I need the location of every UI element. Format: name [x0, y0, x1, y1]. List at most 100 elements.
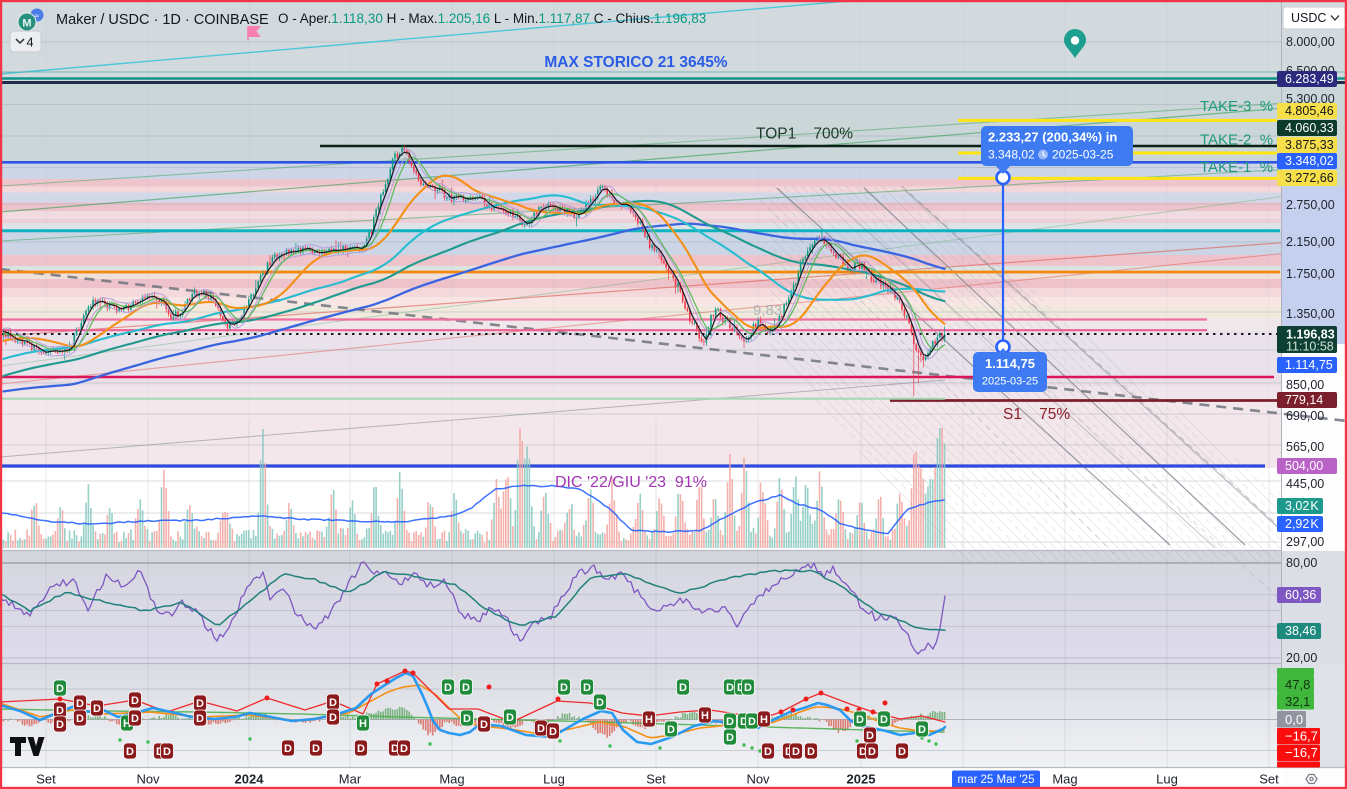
svg-text:1.114,75: 1.114,75: [1285, 358, 1333, 372]
svg-text:D: D: [737, 682, 745, 694]
svg-text:Maker / USDC · 1D · COINBASE: Maker / USDC · 1D · COINBASE: [56, 12, 269, 28]
svg-text:2,92 K: 2,92 K: [1285, 517, 1319, 531]
svg-text:O - Aper.1.118,30 H - Max.1.20: O - Aper.1.118,30 H - Max.1.205,16 L - M…: [278, 11, 706, 26]
svg-text:1.350,00: 1.350,00: [1286, 307, 1335, 321]
svg-text:2024: 2024: [235, 772, 265, 787]
svg-text:D: D: [163, 746, 171, 758]
svg-text:2.233,27 (200,34%) in: 2.233,27 (200,34%) in: [988, 130, 1117, 145]
svg-text:5.300,00: 5.300,00: [1286, 92, 1335, 106]
svg-text:850,00: 850,00: [1286, 378, 1324, 392]
svg-text:Lug: Lug: [543, 772, 565, 787]
svg-text:D: D: [329, 712, 337, 724]
svg-text:47,8: 47,8: [1285, 677, 1310, 692]
svg-text:D: D: [898, 746, 906, 758]
svg-text:Mag: Mag: [439, 772, 464, 787]
svg-text:38,46: 38,46: [1285, 624, 1316, 638]
svg-text:445,00: 445,00: [1286, 477, 1324, 491]
svg-text:Nov: Nov: [746, 772, 770, 787]
svg-text:3.348,02: 3.348,02: [1285, 154, 1334, 168]
svg-text:H: H: [645, 714, 653, 726]
svg-text:32,1: 32,1: [1285, 694, 1310, 709]
svg-text:D: D: [726, 682, 734, 694]
svg-text:H: H: [123, 718, 131, 730]
svg-text:S1 75%: S1 75%: [1003, 406, 1070, 423]
svg-text:Mag: Mag: [1052, 772, 1077, 787]
svg-text:D: D: [284, 743, 292, 755]
svg-text:2025-03-25: 2025-03-25: [1052, 148, 1114, 162]
svg-text:3.875,33: 3.875,33: [1285, 138, 1334, 152]
svg-text:D: D: [76, 698, 84, 710]
svg-text:TOP1 700%: TOP1 700%: [756, 126, 853, 143]
svg-text:9,83: 9,83: [753, 302, 782, 319]
svg-text:565,00: 565,00: [1286, 440, 1324, 454]
svg-text:2025-03-25: 2025-03-25: [982, 376, 1038, 388]
svg-text:−16,7: −16,7: [1285, 729, 1318, 744]
svg-text:H: H: [760, 714, 768, 726]
svg-text:1.750,00: 1.750,00: [1286, 267, 1335, 281]
svg-text:3.348,02: 3.348,02: [988, 148, 1035, 162]
svg-text:USDC: USDC: [1291, 11, 1326, 25]
svg-text:D: D: [740, 716, 748, 728]
svg-text:D: D: [726, 716, 734, 728]
svg-text:−16,7: −16,7: [1285, 745, 1318, 760]
svg-text:D: D: [56, 705, 64, 717]
svg-text:D: D: [856, 714, 864, 726]
svg-text:D: D: [357, 743, 365, 755]
svg-text:D: D: [156, 746, 164, 758]
svg-text:D: D: [329, 697, 337, 709]
svg-text:3,02 K: 3,02 K: [1285, 499, 1319, 513]
svg-text:D: D: [400, 743, 408, 755]
svg-text:D: D: [131, 695, 139, 707]
svg-text:60,36: 60,36: [1285, 588, 1316, 602]
svg-text:6.283,49: 6.283,49: [1285, 72, 1334, 86]
svg-text:20,00: 20,00: [1286, 651, 1317, 665]
svg-text:mar 25 Mar '25: mar 25 Mar '25: [958, 774, 1035, 786]
svg-text:D: D: [480, 719, 488, 731]
svg-text:D: D: [667, 724, 675, 736]
svg-text:D: D: [549, 726, 557, 738]
svg-text:TAKE-3 %: TAKE-3 %: [1200, 98, 1273, 115]
svg-text:D: D: [462, 682, 470, 694]
svg-text:D: D: [583, 682, 591, 694]
svg-text:Set: Set: [646, 772, 666, 787]
svg-text:D: D: [859, 746, 867, 758]
svg-text:D: D: [785, 746, 793, 758]
svg-text:M: M: [22, 18, 31, 30]
svg-text:1.196,83: 1.196,83: [1286, 328, 1335, 342]
svg-text:D: D: [918, 724, 926, 736]
svg-text:D: D: [463, 713, 471, 725]
svg-text:11:10:58: 11:10:58: [1286, 340, 1334, 354]
svg-text:Mar: Mar: [339, 772, 362, 787]
svg-text:4: 4: [26, 35, 33, 50]
svg-text:D: D: [131, 713, 139, 725]
svg-text:H: H: [701, 710, 709, 722]
svg-text:D: D: [76, 713, 84, 725]
svg-text:D: D: [444, 682, 452, 694]
svg-text:D: D: [764, 746, 772, 758]
svg-text:D: D: [196, 713, 204, 725]
svg-text:Set: Set: [36, 772, 56, 787]
svg-text:D: D: [866, 730, 874, 742]
svg-text:2.150,00: 2.150,00: [1286, 235, 1335, 249]
svg-text:D: D: [312, 743, 320, 755]
svg-text:D: D: [744, 682, 752, 694]
svg-text:D: D: [679, 682, 687, 694]
svg-text:≈: ≈: [35, 12, 40, 21]
svg-text:D: D: [596, 697, 604, 709]
svg-text:4.805,46: 4.805,46: [1285, 104, 1334, 118]
svg-text:D: D: [506, 712, 514, 724]
svg-text:80,00: 80,00: [1286, 556, 1317, 570]
svg-text:D: D: [748, 716, 756, 728]
svg-text:D: D: [726, 732, 734, 744]
svg-text:D: D: [537, 723, 545, 735]
svg-text:TAKE-2 %: TAKE-2 %: [1200, 132, 1273, 149]
svg-text:D: D: [880, 714, 888, 726]
svg-text:D: D: [56, 719, 64, 731]
svg-text:DIC '22/GIU '23 91%: DIC '22/GIU '23 91%: [555, 474, 707, 491]
svg-text:H: H: [359, 718, 367, 730]
svg-text:690,00: 690,00: [1286, 409, 1324, 423]
svg-text:0,0: 0,0: [1285, 712, 1303, 727]
svg-text:1.114,75: 1.114,75: [985, 356, 1035, 371]
svg-text:Lug: Lug: [1156, 772, 1178, 787]
svg-text:4.060,33: 4.060,33: [1285, 121, 1334, 135]
